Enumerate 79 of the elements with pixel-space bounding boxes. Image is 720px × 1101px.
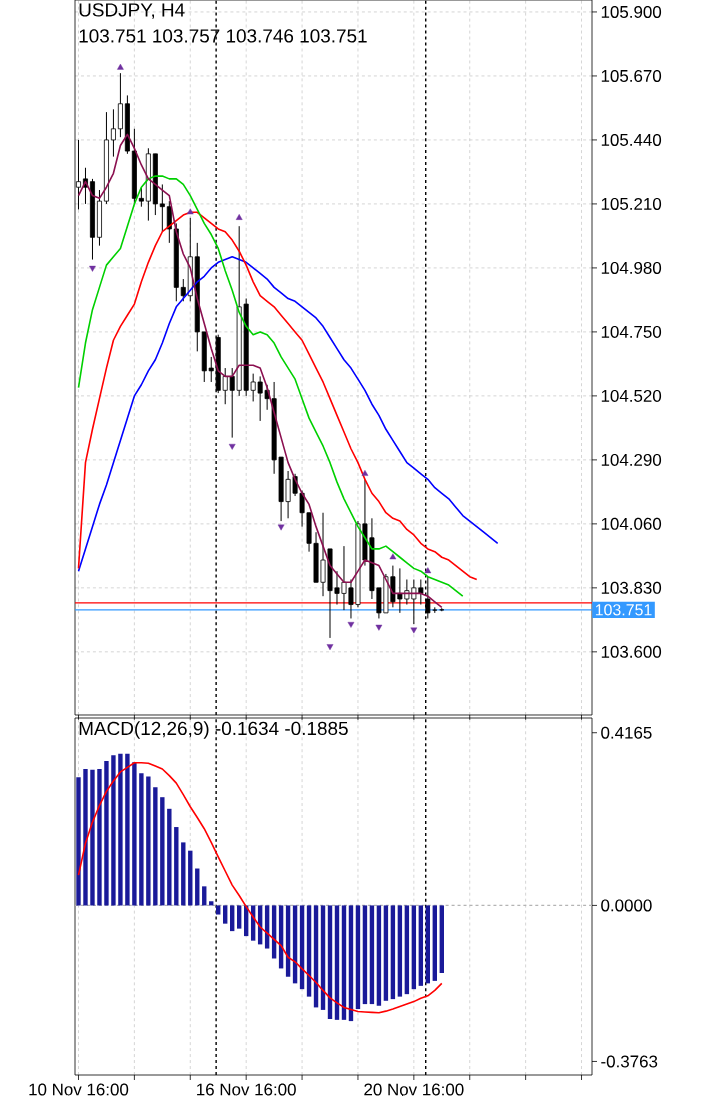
- bar: [223, 905, 228, 924]
- point: [389, 553, 397, 560]
- y-tick-label: 0.0000: [601, 899, 652, 912]
- bar: [341, 905, 347, 1020]
- bar: [174, 827, 179, 906]
- y-tick-label: 105.210: [601, 197, 662, 210]
- y-tick-label: 104.060: [601, 517, 662, 530]
- bar: [76, 777, 81, 906]
- point: [347, 622, 355, 628]
- bar: [418, 905, 424, 986]
- bar: [104, 761, 109, 906]
- x-tick-label: 20 Nov 16:00: [364, 1083, 464, 1096]
- y-tick-label: 104.520: [601, 389, 662, 402]
- x-tick-label: 10 Nov 16:00: [29, 1083, 129, 1096]
- text: 103.751 103.757 103.746 103.751: [79, 29, 367, 43]
- candlestick: [159, 183, 165, 233]
- ref-line-label: 103.751: [595, 604, 652, 616]
- bar: [167, 808, 172, 906]
- point: [228, 443, 236, 450]
- bar: [132, 762, 137, 906]
- bar: [146, 776, 151, 906]
- y-tick-label: 104.750: [601, 325, 662, 338]
- point: [89, 265, 96, 272]
- bar: [439, 905, 444, 973]
- chart-title: MACD(12,26,9) -0.1634 -0.1885: [79, 721, 348, 739]
- bar: [236, 905, 242, 929]
- bar: [432, 905, 438, 981]
- y-tick-label: 104.290: [601, 453, 662, 466]
- point: [186, 208, 194, 215]
- y-tick-label: 103.830: [601, 581, 662, 594]
- bar: [216, 905, 221, 915]
- bar: [202, 886, 207, 906]
- bar: [83, 769, 88, 906]
- bar: [404, 905, 410, 995]
- bar: [160, 797, 165, 906]
- bar: [348, 905, 354, 1022]
- bar: [90, 769, 95, 906]
- y-tick-label: -0.3763: [601, 1055, 658, 1068]
- point: [235, 214, 243, 220]
- y-tick-label: 104.980: [601, 261, 662, 274]
- bar: [369, 905, 375, 1005]
- y-tick-label: 105.900: [601, 5, 662, 18]
- bar: [376, 905, 382, 1006]
- candlestick: [166, 200, 172, 244]
- bar: [125, 753, 130, 906]
- chart-title: USDJPY, H4: [79, 3, 185, 19]
- bar: [111, 755, 116, 906]
- bar: [181, 842, 186, 906]
- x-tick-label: 16 Nov 16:00: [197, 1083, 296, 1096]
- candlestick: [110, 108, 116, 158]
- point: [326, 644, 334, 651]
- point: [277, 524, 285, 531]
- bar: [411, 905, 417, 990]
- bar: [153, 787, 158, 906]
- y-tick-label: 105.670: [601, 69, 662, 82]
- bar: [97, 769, 102, 906]
- bar: [188, 850, 193, 906]
- bar: [327, 905, 333, 1020]
- point: [117, 63, 124, 70]
- y-tick-label: 0.4165: [601, 726, 652, 739]
- bar: [306, 905, 312, 997]
- bar: [230, 905, 235, 932]
- bar: [397, 905, 403, 997]
- point: [424, 567, 432, 574]
- point: [361, 469, 369, 476]
- candlestick: [138, 186, 144, 208]
- bar: [362, 905, 368, 1005]
- candlestick: [180, 278, 186, 302]
- bar: [139, 773, 144, 906]
- bar: [334, 905, 340, 1020]
- point: [375, 624, 383, 631]
- point: [410, 627, 418, 634]
- bar: [320, 905, 326, 1010]
- y-tick-label: 105.440: [601, 133, 662, 146]
- bar: [383, 905, 389, 1001]
- bar: [390, 905, 396, 1000]
- bar: [118, 753, 123, 906]
- bar: [355, 905, 361, 1010]
- y-tick-label: 103.600: [601, 645, 662, 658]
